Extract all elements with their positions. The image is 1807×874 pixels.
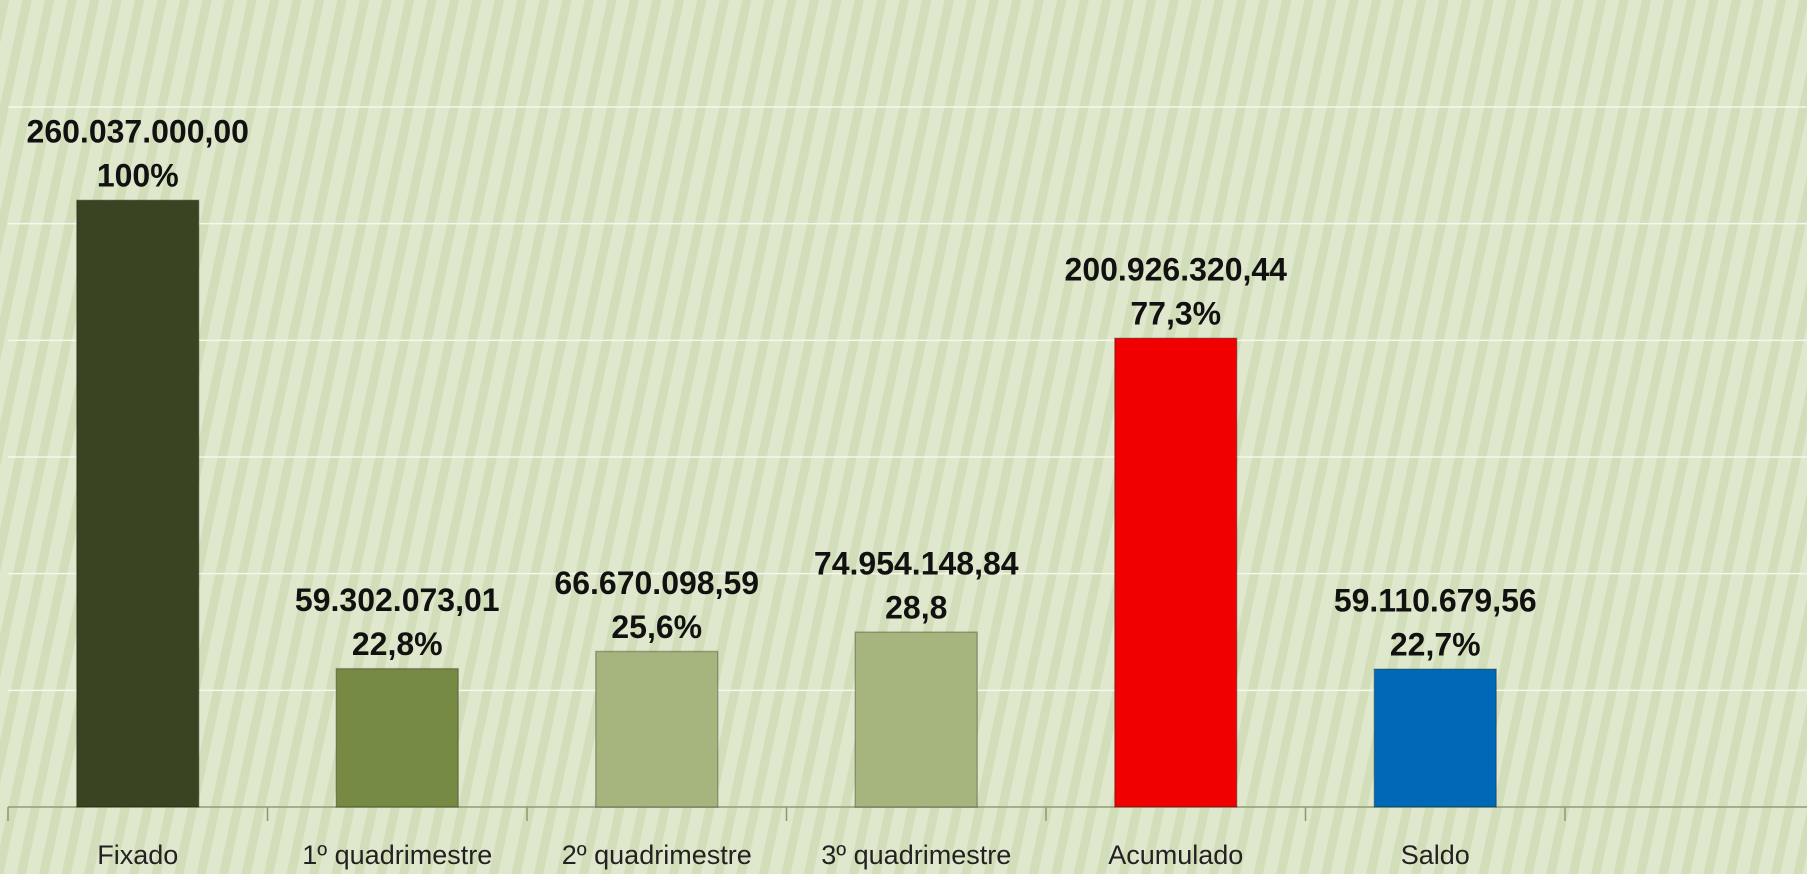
x-tick-label: Saldo <box>1401 840 1470 870</box>
x-tick-label: Acumulado <box>1108 840 1243 870</box>
value-label: 59.302.073,01 <box>295 582 500 618</box>
percent-label: 100% <box>97 158 179 194</box>
percent-label: 77,3% <box>1130 296 1221 332</box>
x-tick-label: 2º quadrimestre <box>562 840 752 870</box>
x-tick-label: 3º quadrimestre <box>821 840 1011 870</box>
bar <box>595 650 719 808</box>
value-label: 200.926.320,44 <box>1065 252 1288 288</box>
bar <box>335 667 459 808</box>
percent-label: 22,7% <box>1390 627 1481 663</box>
value-label: 59.110.679,56 <box>1334 583 1537 619</box>
bar <box>1114 337 1238 808</box>
value-label: 66.670.098,59 <box>554 565 759 601</box>
bar <box>76 199 200 808</box>
bar <box>854 631 978 808</box>
x-tick-label: Fixado <box>97 840 178 870</box>
bar <box>1373 668 1497 808</box>
percent-label: 28,8 <box>885 590 947 626</box>
percent-label: 22,8% <box>352 626 443 662</box>
value-label: 260.037.000,00 <box>27 114 249 150</box>
value-label: 74.954.148,84 <box>814 546 1019 582</box>
x-tick-label: 1º quadrimestre <box>302 840 492 870</box>
percent-label: 25,6% <box>611 609 702 645</box>
